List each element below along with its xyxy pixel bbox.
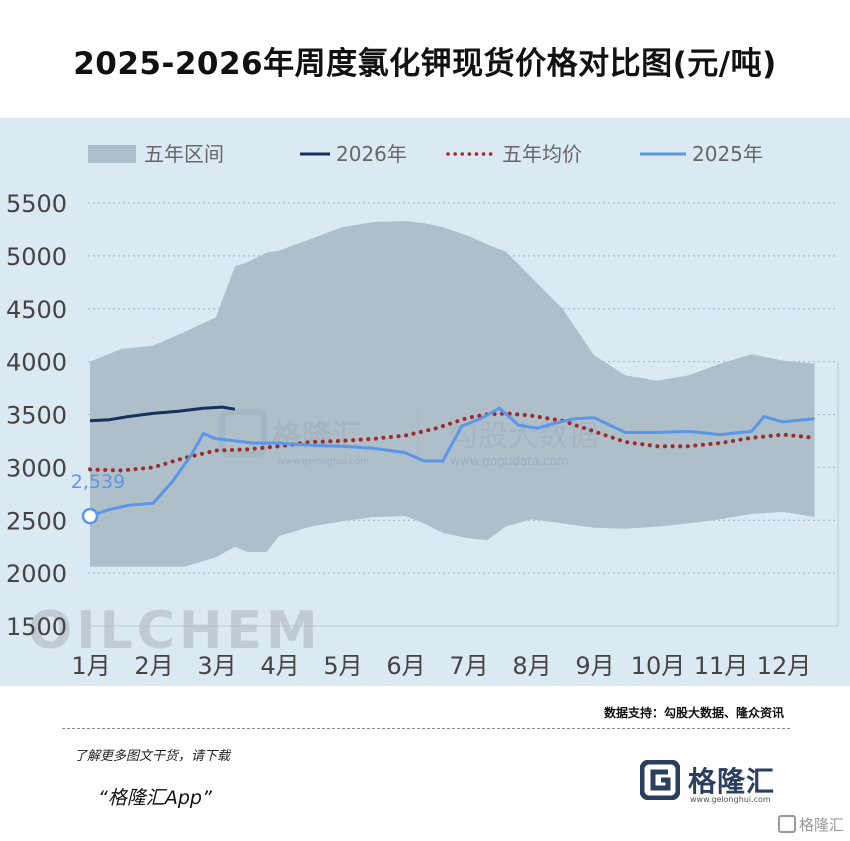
y-tick-label: 3500 [6,402,67,430]
page-title: 2025-2026年周度氯化钾现货价格对比图(元/吨) [73,46,777,82]
series-2026 [89,405,236,423]
y-tick-label: 4500 [6,296,67,324]
brand-url: www.gelonghui.com [690,795,771,804]
x-tick-label: 12月 [757,652,812,680]
gelonghui-logo-icon [640,760,680,800]
promo-app-name: “格隆汇App” [98,787,212,809]
x-tick-label: 7月 [449,652,488,680]
legend-label-avg: 五年均价 [502,142,582,166]
x-tick-label: 3月 [197,652,236,680]
watermark-corner-oilchem: OILCHEM [28,601,322,661]
y-tick-label: 2000 [6,560,67,588]
x-tick-label: 6月 [386,652,425,680]
x-tick-label: 2月 [134,652,173,680]
series-2025 [89,406,815,518]
chart-panel: 五年区间 2026年 五年均价 2025年 格隆汇 www.gelonghui.com 勾股… [0,118,850,686]
x-tick-label: 11月 [694,652,749,680]
y-tick-label: 1500 [6,613,67,641]
band-five-year-range [90,221,815,567]
series-five-year-average [88,411,817,473]
x-tick-label: 4月 [260,652,299,680]
price-chart: 五年区间 2026年 五年均价 2025年格隆汇www.gelonghui.com勾股… [6,142,839,680]
watermark-logo-icon [777,815,796,833]
y-tick-label: 4000 [6,349,67,377]
x-tick-label: 5月 [323,652,362,680]
watermark-center-left: 格隆汇 [272,419,362,454]
brand-name: 格隆汇 [688,765,776,798]
y-tick-label: 5000 [6,243,67,271]
legend: 五年区间 2026年 五年均价 2025年 [88,142,763,166]
promo-text: 了解更多图文干货，请下载 [74,749,231,764]
separator [62,728,790,729]
plot-border [90,361,839,627]
x-tick-label: 1月 [71,652,110,680]
watermark-center-icon [219,409,267,457]
x-tick-label: 9月 [575,652,614,680]
y-tick-label: 2500 [6,507,67,535]
watermark-text: 格隆汇 [798,816,844,834]
legend-label-2026: 2026年 [336,142,407,166]
x-tick-label: 8月 [512,652,551,680]
source-note: 数据支持：勾股大数据、隆众资讯 [603,706,784,720]
brand-logo[interactable]: 格隆汇 www.gelonghui.com [640,758,790,806]
watermark-center-left-url: www.gelonghui.com [278,457,369,467]
x-tick-label: 10月 [631,652,686,680]
legend-label-band: 五年区间 [144,142,224,166]
legend-label-2025: 2025年 [692,142,763,166]
y-tick-label: 5500 [6,190,67,218]
watermark-center-right-url: www.gogudata.com [450,454,569,468]
legend-swatch-band [88,145,136,163]
watermark-bottom-right: 格隆汇 [777,814,844,835]
annotation-label: 2,539 [71,471,125,493]
annotation-marker [81,507,99,525]
y-tick-label: 3000 [6,454,67,482]
